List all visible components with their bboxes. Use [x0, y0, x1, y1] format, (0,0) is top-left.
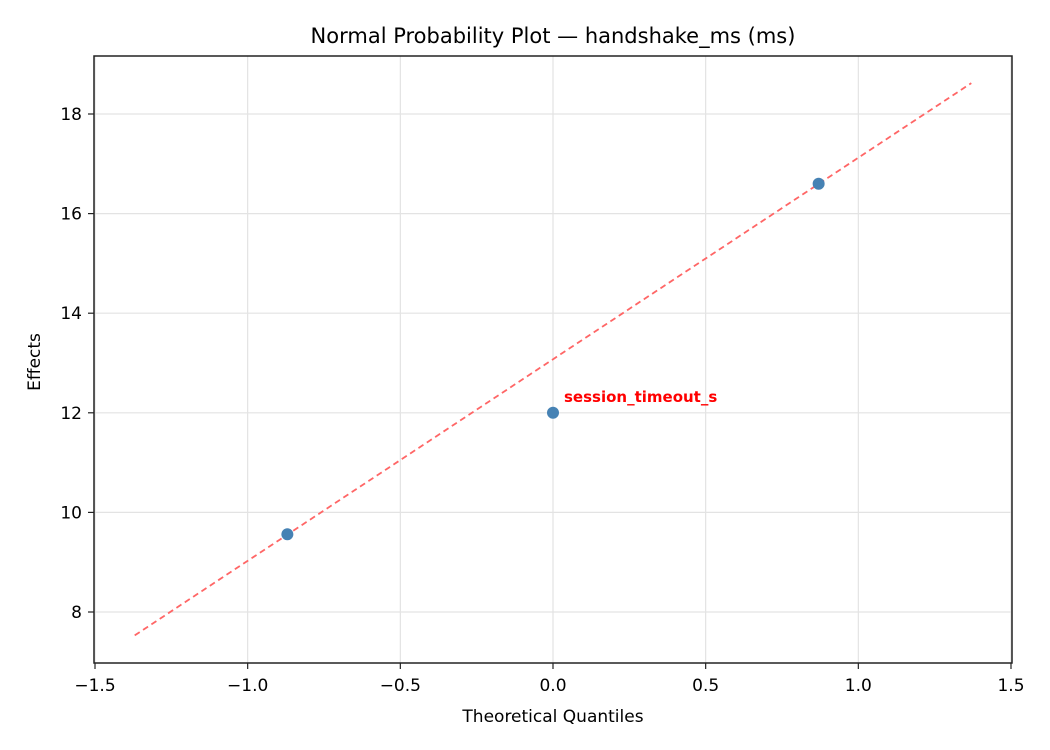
- y-axis-ticks: 8 10 12 14 16 18: [60, 105, 94, 623]
- y-tick-label: 12: [60, 404, 82, 424]
- x-tick-label: 1.0: [845, 676, 872, 696]
- y-tick-label: 8: [71, 603, 82, 623]
- x-tick-label: 0.0: [539, 676, 566, 696]
- y-tick-label: 16: [60, 205, 82, 225]
- x-tick-label: 1.5: [997, 676, 1024, 696]
- x-axis-label: Theoretical Quantiles: [461, 707, 643, 727]
- point-annotation: session_timeout_s: [564, 388, 717, 406]
- fit-line: [134, 82, 972, 637]
- grid-lines: [94, 56, 1012, 663]
- y-tick-label: 10: [60, 503, 82, 523]
- x-tick-label: −0.5: [380, 676, 421, 696]
- data-point: [281, 528, 294, 541]
- x-tick-label: −1.5: [74, 676, 115, 696]
- y-tick-label: 18: [60, 105, 82, 125]
- data-point: [547, 406, 559, 419]
- x-tick-label: −1.0: [227, 676, 268, 696]
- y-axis-label: Effects: [25, 333, 45, 391]
- data-point: [812, 177, 825, 190]
- chart-title: Normal Probability Plot — handshake_ms (…: [311, 24, 796, 49]
- reference-line: [134, 82, 972, 637]
- x-tick-label: 0.5: [692, 676, 719, 696]
- y-tick-label: 14: [60, 304, 82, 324]
- x-axis-ticks: −1.5 −1.0 −0.5 0.0 0.5 1.0 1.5: [74, 663, 1025, 696]
- annotations: session_timeout_s: [564, 388, 717, 406]
- data-points: [281, 177, 825, 541]
